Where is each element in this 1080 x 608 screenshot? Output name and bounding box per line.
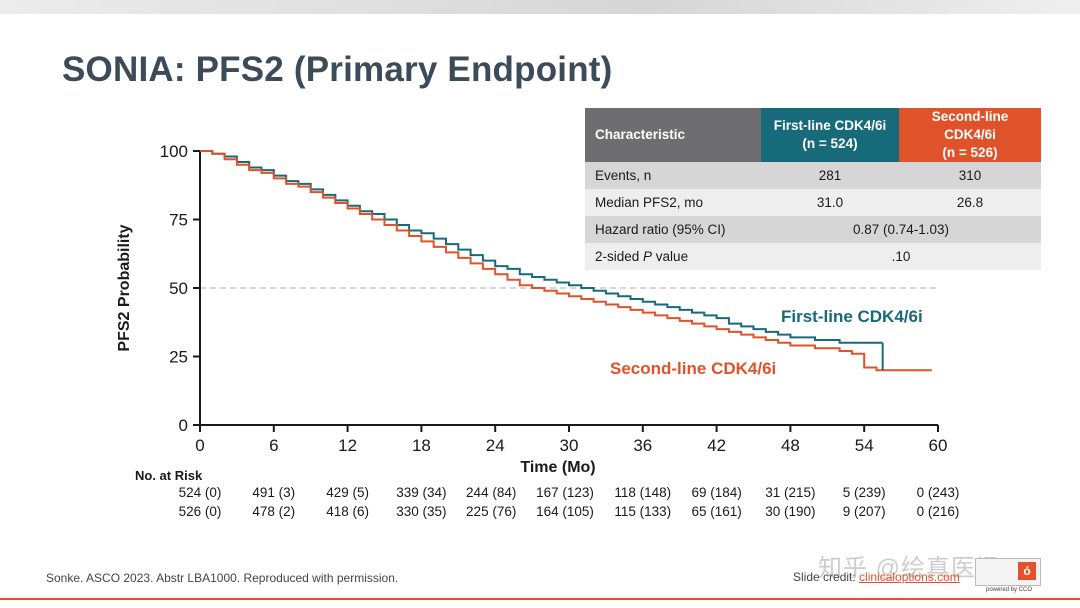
logo-badge-icon: ó bbox=[1018, 562, 1036, 580]
table-row: Median PFS2, mo 31.0 26.8 bbox=[585, 189, 1041, 216]
table-row: 2-sided P value .10 bbox=[585, 243, 1041, 270]
at-risk-cell: 65 (161) bbox=[691, 504, 741, 519]
table-row: Events, n 281 310 bbox=[585, 162, 1041, 189]
series-label-second-line: Second-line CDK4/6i bbox=[610, 359, 776, 378]
top-band bbox=[0, 0, 1080, 14]
row-label: Median PFS2, mo bbox=[585, 189, 761, 216]
at-risk-cell: 491 (3) bbox=[252, 485, 295, 500]
table-header-second-line: Second-line CDK4/6i (n = 526) bbox=[899, 108, 1041, 162]
x-tick-label: 30 bbox=[560, 436, 579, 455]
x-tick-label: 24 bbox=[486, 436, 505, 455]
slide-credit-label: Slide credit: bbox=[793, 570, 860, 584]
at-risk-cell: 526 (0) bbox=[179, 504, 222, 519]
at-risk-cell: 225 (76) bbox=[466, 504, 516, 519]
y-tick-label: 0 bbox=[179, 416, 188, 435]
y-tick-label: 25 bbox=[169, 348, 188, 367]
combined-value: .10 bbox=[761, 243, 1041, 270]
x-tick-label: 6 bbox=[269, 436, 278, 455]
x-tick-label: 0 bbox=[195, 436, 204, 455]
at-risk-cell: 164 (105) bbox=[536, 504, 594, 519]
label-italic: P bbox=[643, 249, 653, 264]
row-label: Events, n bbox=[585, 162, 761, 189]
at-risk-cell: 118 (148) bbox=[614, 485, 671, 500]
table-header-characteristic: Characteristic bbox=[585, 108, 761, 162]
logo-caption: powered by CCO bbox=[986, 587, 1033, 593]
x-axis-title: Time (Mo) bbox=[520, 459, 595, 476]
at-risk-cell: 9 (207) bbox=[843, 504, 886, 519]
at-risk-cell: 0 (216) bbox=[917, 504, 960, 519]
stats-table: Characteristic First-line CDK4/6i (n = 52… bbox=[585, 108, 1041, 270]
y-axis-title: PFS2 Probability bbox=[116, 224, 133, 351]
at-risk-cell: 429 (5) bbox=[326, 485, 369, 500]
x-tick-label: 18 bbox=[412, 436, 431, 455]
second-line-value: 26.8 bbox=[899, 189, 1041, 216]
y-tick-label: 75 bbox=[169, 211, 188, 230]
series-label-first-line: First-line CDK4/6i bbox=[781, 307, 923, 326]
second-line-curve bbox=[200, 150, 932, 372]
cco-logo: ó bbox=[975, 558, 1041, 586]
watermark: 知乎 @绘真医讯 bbox=[818, 555, 1002, 582]
y-tick-label: 100 bbox=[160, 142, 188, 161]
at-risk-cell: 478 (2) bbox=[252, 504, 295, 519]
row-label: 2-sided P value bbox=[585, 243, 761, 270]
x-tick-label: 54 bbox=[855, 436, 874, 455]
slide-credit-link[interactable]: clinicaloptions.com bbox=[859, 570, 960, 584]
header-label: First-line CDK4/6i (n = 524) bbox=[773, 118, 887, 151]
slide-credit: Slide credit: clinicaloptions.com bbox=[793, 570, 960, 584]
at-risk-cell: 418 (6) bbox=[326, 504, 369, 519]
at-risk-title: No. at Risk bbox=[135, 468, 203, 483]
header-label: Second-line CDK4/6i (n = 526) bbox=[931, 109, 1009, 160]
label-suffix: value bbox=[652, 249, 689, 264]
x-tick-label: 36 bbox=[633, 436, 652, 455]
slide-title: SONIA: PFS2 (Primary Endpoint) bbox=[62, 50, 613, 89]
first-line-value: 281 bbox=[761, 162, 899, 189]
first-line-curve bbox=[200, 150, 883, 344]
label-prefix: 2-sided bbox=[595, 249, 644, 264]
at-risk-cell: 5 (239) bbox=[843, 485, 886, 500]
at-risk-cell: 0 (243) bbox=[917, 485, 960, 500]
x-tick-label: 12 bbox=[338, 436, 357, 455]
table-row: Hazard ratio (95% CI) 0.87 (0.74-1.03) bbox=[585, 216, 1041, 243]
header-label: Characteristic bbox=[595, 127, 686, 142]
y-tick-label: 50 bbox=[169, 279, 188, 298]
at-risk-cell: 244 (84) bbox=[466, 485, 516, 500]
footer-citation: Sonke. ASCO 2023. Abstr LBA1000. Reprodu… bbox=[46, 571, 399, 585]
bottom-rule bbox=[0, 598, 1080, 600]
x-tick-label: 60 bbox=[929, 436, 948, 455]
second-line-value: 310 bbox=[899, 162, 1041, 189]
at-risk-cell: 31 (215) bbox=[765, 485, 815, 500]
at-risk-cell: 330 (35) bbox=[396, 504, 446, 519]
at-risk-cell: 339 (34) bbox=[396, 485, 446, 500]
first-line-value: 31.0 bbox=[761, 189, 899, 216]
x-tick-label: 42 bbox=[707, 436, 726, 455]
at-risk-cell: 167 (123) bbox=[536, 485, 594, 500]
table-header-first-line: First-line CDK4/6i (n = 524) bbox=[761, 108, 899, 162]
at-risk-cell: 30 (190) bbox=[765, 504, 815, 519]
at-risk-cell: 69 (184) bbox=[691, 485, 741, 500]
at-risk-cell: 115 (133) bbox=[614, 504, 671, 519]
combined-value: 0.87 (0.74-1.03) bbox=[761, 216, 1041, 243]
x-tick-label: 48 bbox=[781, 436, 800, 455]
at-risk-cell: 524 (0) bbox=[179, 485, 222, 500]
row-label: Hazard ratio (95% CI) bbox=[585, 216, 761, 243]
